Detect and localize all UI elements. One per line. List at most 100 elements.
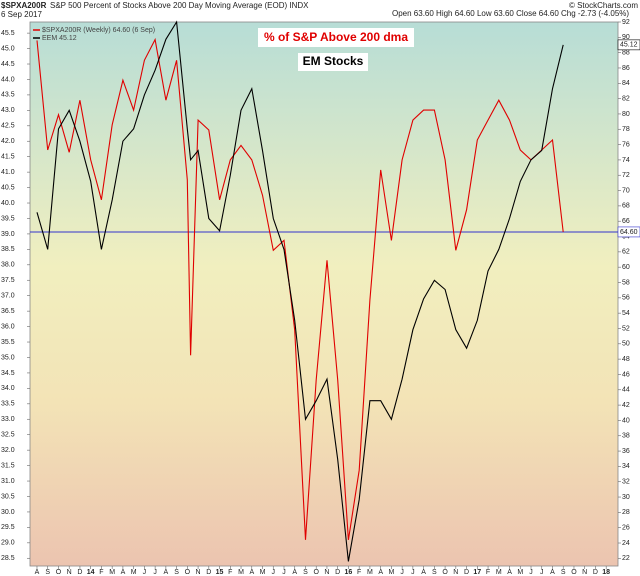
x-tick-label: M xyxy=(260,569,266,576)
y-tick-label: 33.5 xyxy=(1,401,15,408)
x-tick-label: A xyxy=(35,569,40,576)
x-tick-label: D xyxy=(335,569,340,576)
x-tick-label: J xyxy=(143,569,147,576)
x-tick-label: S xyxy=(561,569,566,576)
y2-tick-label: 76 xyxy=(622,141,630,148)
y-tick-label: 32.5 xyxy=(1,432,15,439)
y-tick-label: 44.5 xyxy=(1,61,15,68)
x-tick-label: M xyxy=(131,569,137,576)
x-tick-label: O xyxy=(442,569,448,576)
marker-label: 64.60 xyxy=(620,229,638,236)
y-tick-label: 30.0 xyxy=(1,509,15,516)
x-tick-label: F xyxy=(486,569,490,576)
x-tick-label: F xyxy=(357,569,361,576)
y2-tick-label: 88 xyxy=(622,49,630,56)
y2-tick-label: 84 xyxy=(622,80,630,87)
y-tick-label: 39.5 xyxy=(1,215,15,222)
y2-tick-label: 22 xyxy=(622,555,630,562)
y-tick-label: 36.0 xyxy=(1,323,15,330)
y2-tick-label: 72 xyxy=(622,172,630,179)
y-tick-label: 43.5 xyxy=(1,92,15,99)
x-tick-label: O xyxy=(313,569,319,576)
x-tick-label: N xyxy=(453,569,458,576)
x-tick-label: O xyxy=(185,569,191,576)
x-tick-label: J xyxy=(540,569,544,576)
y2-tick-label: 48 xyxy=(622,356,630,363)
x-tick-label: J xyxy=(153,569,157,576)
y-tick-label: 38.0 xyxy=(1,262,15,269)
chart-title: S&P 500 Percent of Stocks Above 200 Day … xyxy=(50,1,309,10)
y-tick-label: 40.0 xyxy=(1,200,15,207)
y2-tick-label: 62 xyxy=(622,249,630,256)
y2-tick-label: 38 xyxy=(622,433,630,440)
symbol: $SPXA200R xyxy=(1,1,47,10)
x-tick-label: D xyxy=(593,569,598,576)
y2-tick-label: 52 xyxy=(622,325,630,332)
x-tick-label: D xyxy=(77,569,82,576)
y-tick-label: 37.0 xyxy=(1,293,15,300)
x-tick-label: S xyxy=(303,569,308,576)
y-tick-label: 34.5 xyxy=(1,370,15,377)
annotation: % of S&P Above 200 dma xyxy=(264,30,408,44)
x-tick-label: A xyxy=(507,569,512,576)
x-tick-label: N xyxy=(324,569,329,576)
y2-tick-label: 74 xyxy=(622,157,630,164)
x-tick-label: J xyxy=(282,569,286,576)
x-tick-label: A xyxy=(421,569,426,576)
x-tick-label: D xyxy=(206,569,211,576)
series-line xyxy=(36,20,564,562)
x-tick-label: M xyxy=(367,569,373,576)
y2-tick-label: 70 xyxy=(622,187,630,194)
x-tick-label: A xyxy=(292,569,297,576)
x-tick-label: N xyxy=(67,569,72,576)
legend-label: $SPXA200R (Weekly) 64.60 (6 Sep) xyxy=(42,27,155,34)
y2-tick-label: 50 xyxy=(622,341,630,348)
x-tick-label: O xyxy=(56,569,62,576)
annotation-box xyxy=(298,53,368,71)
x-tick-label: S xyxy=(432,569,437,576)
x-tick-label: D xyxy=(464,569,469,576)
y-tick-label: 31.5 xyxy=(1,462,15,469)
legend-label: EEM 45.12 xyxy=(42,35,77,42)
annotation: EM Stocks xyxy=(303,54,364,68)
y-tick-label: 42.0 xyxy=(1,138,15,145)
y2-tick-label: 40 xyxy=(622,417,630,424)
y-tick-label: 41.0 xyxy=(1,169,15,176)
x-tick-label: J xyxy=(529,569,533,576)
y2-tick-label: 44 xyxy=(622,387,630,394)
y2-tick-label: 28 xyxy=(622,509,630,516)
y2-tick-label: 58 xyxy=(622,279,630,286)
y-tick-label: 40.5 xyxy=(1,184,15,191)
series-line xyxy=(36,37,564,540)
x-tick-label: J xyxy=(272,569,276,576)
y2-tick-label: 54 xyxy=(622,310,630,317)
y2-tick-label: 66 xyxy=(622,218,630,225)
x-tick-label: M xyxy=(517,569,523,576)
marker-box xyxy=(617,39,640,51)
y2-tick-label: 34 xyxy=(622,463,630,470)
y2-tick-label: 82 xyxy=(622,95,630,102)
x-tick-label: M xyxy=(238,569,244,576)
y-tick-label: 29.0 xyxy=(1,540,15,547)
y2-tick-label: 36 xyxy=(622,448,630,455)
x-tick-label: N xyxy=(196,569,201,576)
y-tick-label: 29.5 xyxy=(1,524,15,531)
x-tick-label: F xyxy=(228,569,232,576)
annotation-box xyxy=(258,28,414,47)
x-tick-label: M xyxy=(496,569,502,576)
y2-tick-label: 86 xyxy=(622,65,630,72)
y-tick-label: 34.0 xyxy=(1,385,15,392)
y-tick-label: 44.0 xyxy=(1,76,15,83)
x-tick-label: A xyxy=(249,569,254,576)
y-tick-label: 38.5 xyxy=(1,246,15,253)
x-tick-label: S xyxy=(174,569,179,576)
y2-tick-label: 24 xyxy=(622,540,630,547)
x-tick-label: 15 xyxy=(216,569,224,576)
x-tick-label: 17 xyxy=(473,569,481,576)
y2-tick-label: 30 xyxy=(622,494,630,501)
y-tick-label: 33.0 xyxy=(1,416,15,423)
x-tick-label: O xyxy=(571,569,577,576)
x-tick-label: 18 xyxy=(602,569,610,576)
y-tick-label: 31.0 xyxy=(1,478,15,485)
